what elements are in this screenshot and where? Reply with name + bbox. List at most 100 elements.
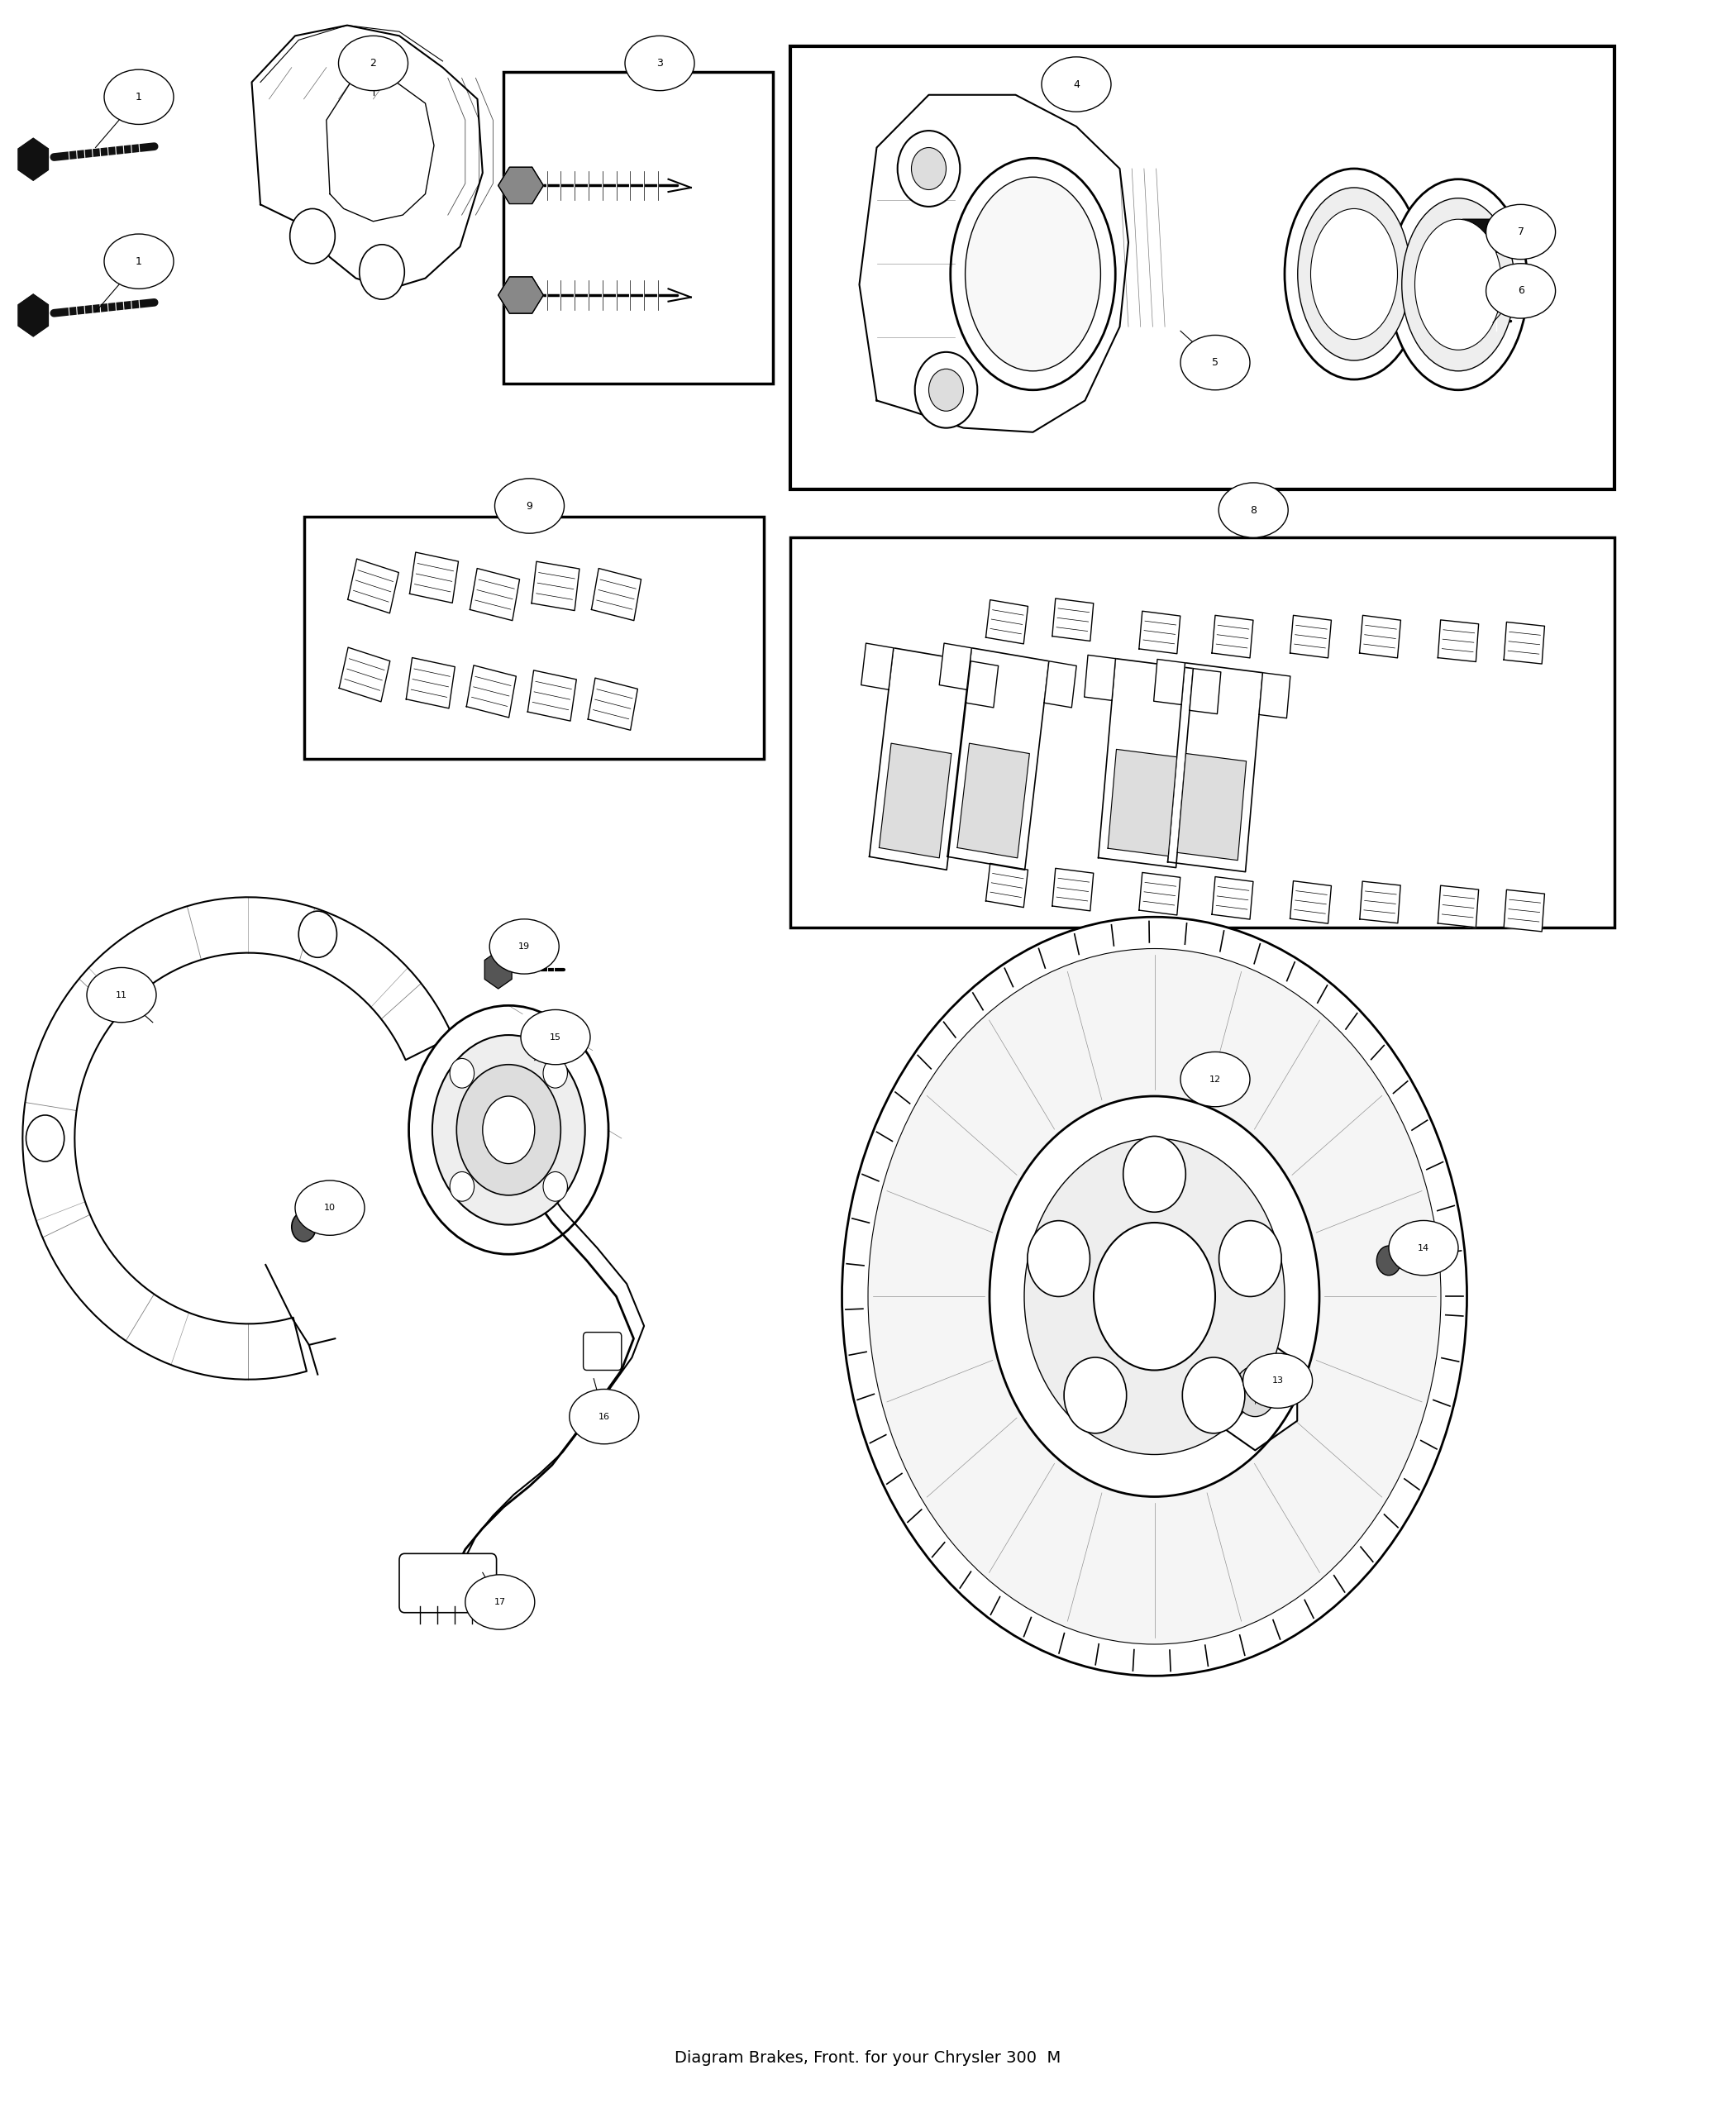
Ellipse shape bbox=[521, 1010, 590, 1065]
Polygon shape bbox=[1503, 890, 1545, 932]
Ellipse shape bbox=[1311, 209, 1397, 339]
Circle shape bbox=[1024, 1138, 1285, 1455]
Polygon shape bbox=[470, 569, 519, 620]
Polygon shape bbox=[1154, 660, 1186, 704]
Polygon shape bbox=[861, 643, 894, 689]
Circle shape bbox=[1377, 1246, 1401, 1275]
Ellipse shape bbox=[457, 1065, 561, 1195]
Polygon shape bbox=[965, 662, 998, 708]
Polygon shape bbox=[498, 276, 543, 314]
Polygon shape bbox=[859, 95, 1128, 432]
Polygon shape bbox=[23, 898, 453, 1379]
Text: 11: 11 bbox=[116, 991, 127, 999]
FancyBboxPatch shape bbox=[583, 1332, 621, 1370]
Polygon shape bbox=[589, 679, 637, 729]
Text: 12: 12 bbox=[1210, 1075, 1220, 1084]
Ellipse shape bbox=[1180, 335, 1250, 390]
Polygon shape bbox=[1359, 881, 1401, 923]
Ellipse shape bbox=[1299, 188, 1410, 360]
Ellipse shape bbox=[104, 234, 174, 289]
Bar bbox=[790, 538, 1614, 928]
Text: 15: 15 bbox=[550, 1033, 561, 1041]
Text: 6: 6 bbox=[1517, 285, 1524, 297]
Polygon shape bbox=[528, 670, 576, 721]
Polygon shape bbox=[498, 167, 543, 204]
Text: 17: 17 bbox=[495, 1598, 505, 1606]
Polygon shape bbox=[1290, 616, 1332, 658]
Polygon shape bbox=[1052, 599, 1094, 641]
Circle shape bbox=[911, 148, 946, 190]
Polygon shape bbox=[1043, 662, 1076, 708]
Polygon shape bbox=[1259, 672, 1290, 719]
Circle shape bbox=[450, 1172, 474, 1202]
Polygon shape bbox=[1099, 658, 1193, 868]
Circle shape bbox=[450, 1058, 474, 1088]
Polygon shape bbox=[878, 744, 951, 858]
Circle shape bbox=[26, 1115, 64, 1162]
Polygon shape bbox=[347, 559, 399, 613]
Polygon shape bbox=[986, 601, 1028, 643]
FancyBboxPatch shape bbox=[399, 1554, 496, 1613]
Polygon shape bbox=[870, 647, 970, 871]
Ellipse shape bbox=[1486, 204, 1555, 259]
Ellipse shape bbox=[104, 70, 174, 124]
Polygon shape bbox=[1212, 877, 1253, 919]
Ellipse shape bbox=[490, 919, 559, 974]
Ellipse shape bbox=[339, 36, 408, 91]
Ellipse shape bbox=[495, 479, 564, 533]
Ellipse shape bbox=[951, 158, 1115, 390]
Ellipse shape bbox=[1042, 57, 1111, 112]
Polygon shape bbox=[17, 139, 49, 181]
Text: 1: 1 bbox=[135, 255, 142, 268]
Polygon shape bbox=[339, 647, 391, 702]
Text: 2: 2 bbox=[370, 57, 377, 70]
Text: Diagram Brakes, Front. for your Chrysler 300  M: Diagram Brakes, Front. for your Chrysler… bbox=[675, 2051, 1061, 2066]
Ellipse shape bbox=[295, 1180, 365, 1235]
Text: 13: 13 bbox=[1272, 1377, 1283, 1385]
Polygon shape bbox=[467, 666, 516, 717]
Polygon shape bbox=[484, 951, 512, 989]
Circle shape bbox=[868, 949, 1441, 1644]
Circle shape bbox=[1123, 1136, 1186, 1212]
Ellipse shape bbox=[1180, 1052, 1250, 1107]
Ellipse shape bbox=[1389, 1221, 1458, 1275]
Polygon shape bbox=[1290, 881, 1332, 923]
Circle shape bbox=[1028, 1221, 1090, 1296]
Ellipse shape bbox=[432, 1035, 585, 1225]
Bar bbox=[790, 46, 1614, 489]
Polygon shape bbox=[1108, 748, 1177, 856]
Text: 10: 10 bbox=[325, 1204, 335, 1212]
Bar bbox=[503, 72, 773, 384]
Ellipse shape bbox=[569, 1389, 639, 1444]
Circle shape bbox=[990, 1096, 1319, 1497]
Ellipse shape bbox=[625, 36, 694, 91]
Polygon shape bbox=[986, 864, 1028, 906]
Text: 3: 3 bbox=[656, 57, 663, 70]
Circle shape bbox=[299, 911, 337, 957]
Circle shape bbox=[543, 1058, 568, 1088]
Polygon shape bbox=[498, 167, 543, 204]
Ellipse shape bbox=[1285, 169, 1424, 379]
Polygon shape bbox=[1503, 622, 1545, 664]
Polygon shape bbox=[592, 569, 641, 620]
Polygon shape bbox=[1139, 873, 1180, 915]
Circle shape bbox=[543, 1172, 568, 1202]
Ellipse shape bbox=[1243, 1353, 1312, 1408]
Polygon shape bbox=[1189, 668, 1220, 715]
Polygon shape bbox=[1177, 753, 1246, 860]
Text: 4: 4 bbox=[1073, 78, 1080, 91]
Polygon shape bbox=[531, 561, 580, 611]
FancyBboxPatch shape bbox=[1460, 219, 1498, 253]
Text: 5: 5 bbox=[1212, 356, 1219, 369]
Ellipse shape bbox=[1486, 264, 1555, 318]
Ellipse shape bbox=[1403, 198, 1514, 371]
Circle shape bbox=[1182, 1358, 1245, 1433]
Ellipse shape bbox=[1415, 219, 1502, 350]
Polygon shape bbox=[939, 643, 972, 689]
Circle shape bbox=[1234, 1366, 1276, 1417]
Polygon shape bbox=[498, 276, 543, 314]
Polygon shape bbox=[1085, 656, 1116, 700]
Polygon shape bbox=[948, 647, 1049, 871]
Circle shape bbox=[1437, 304, 1465, 337]
Circle shape bbox=[1219, 1221, 1281, 1296]
